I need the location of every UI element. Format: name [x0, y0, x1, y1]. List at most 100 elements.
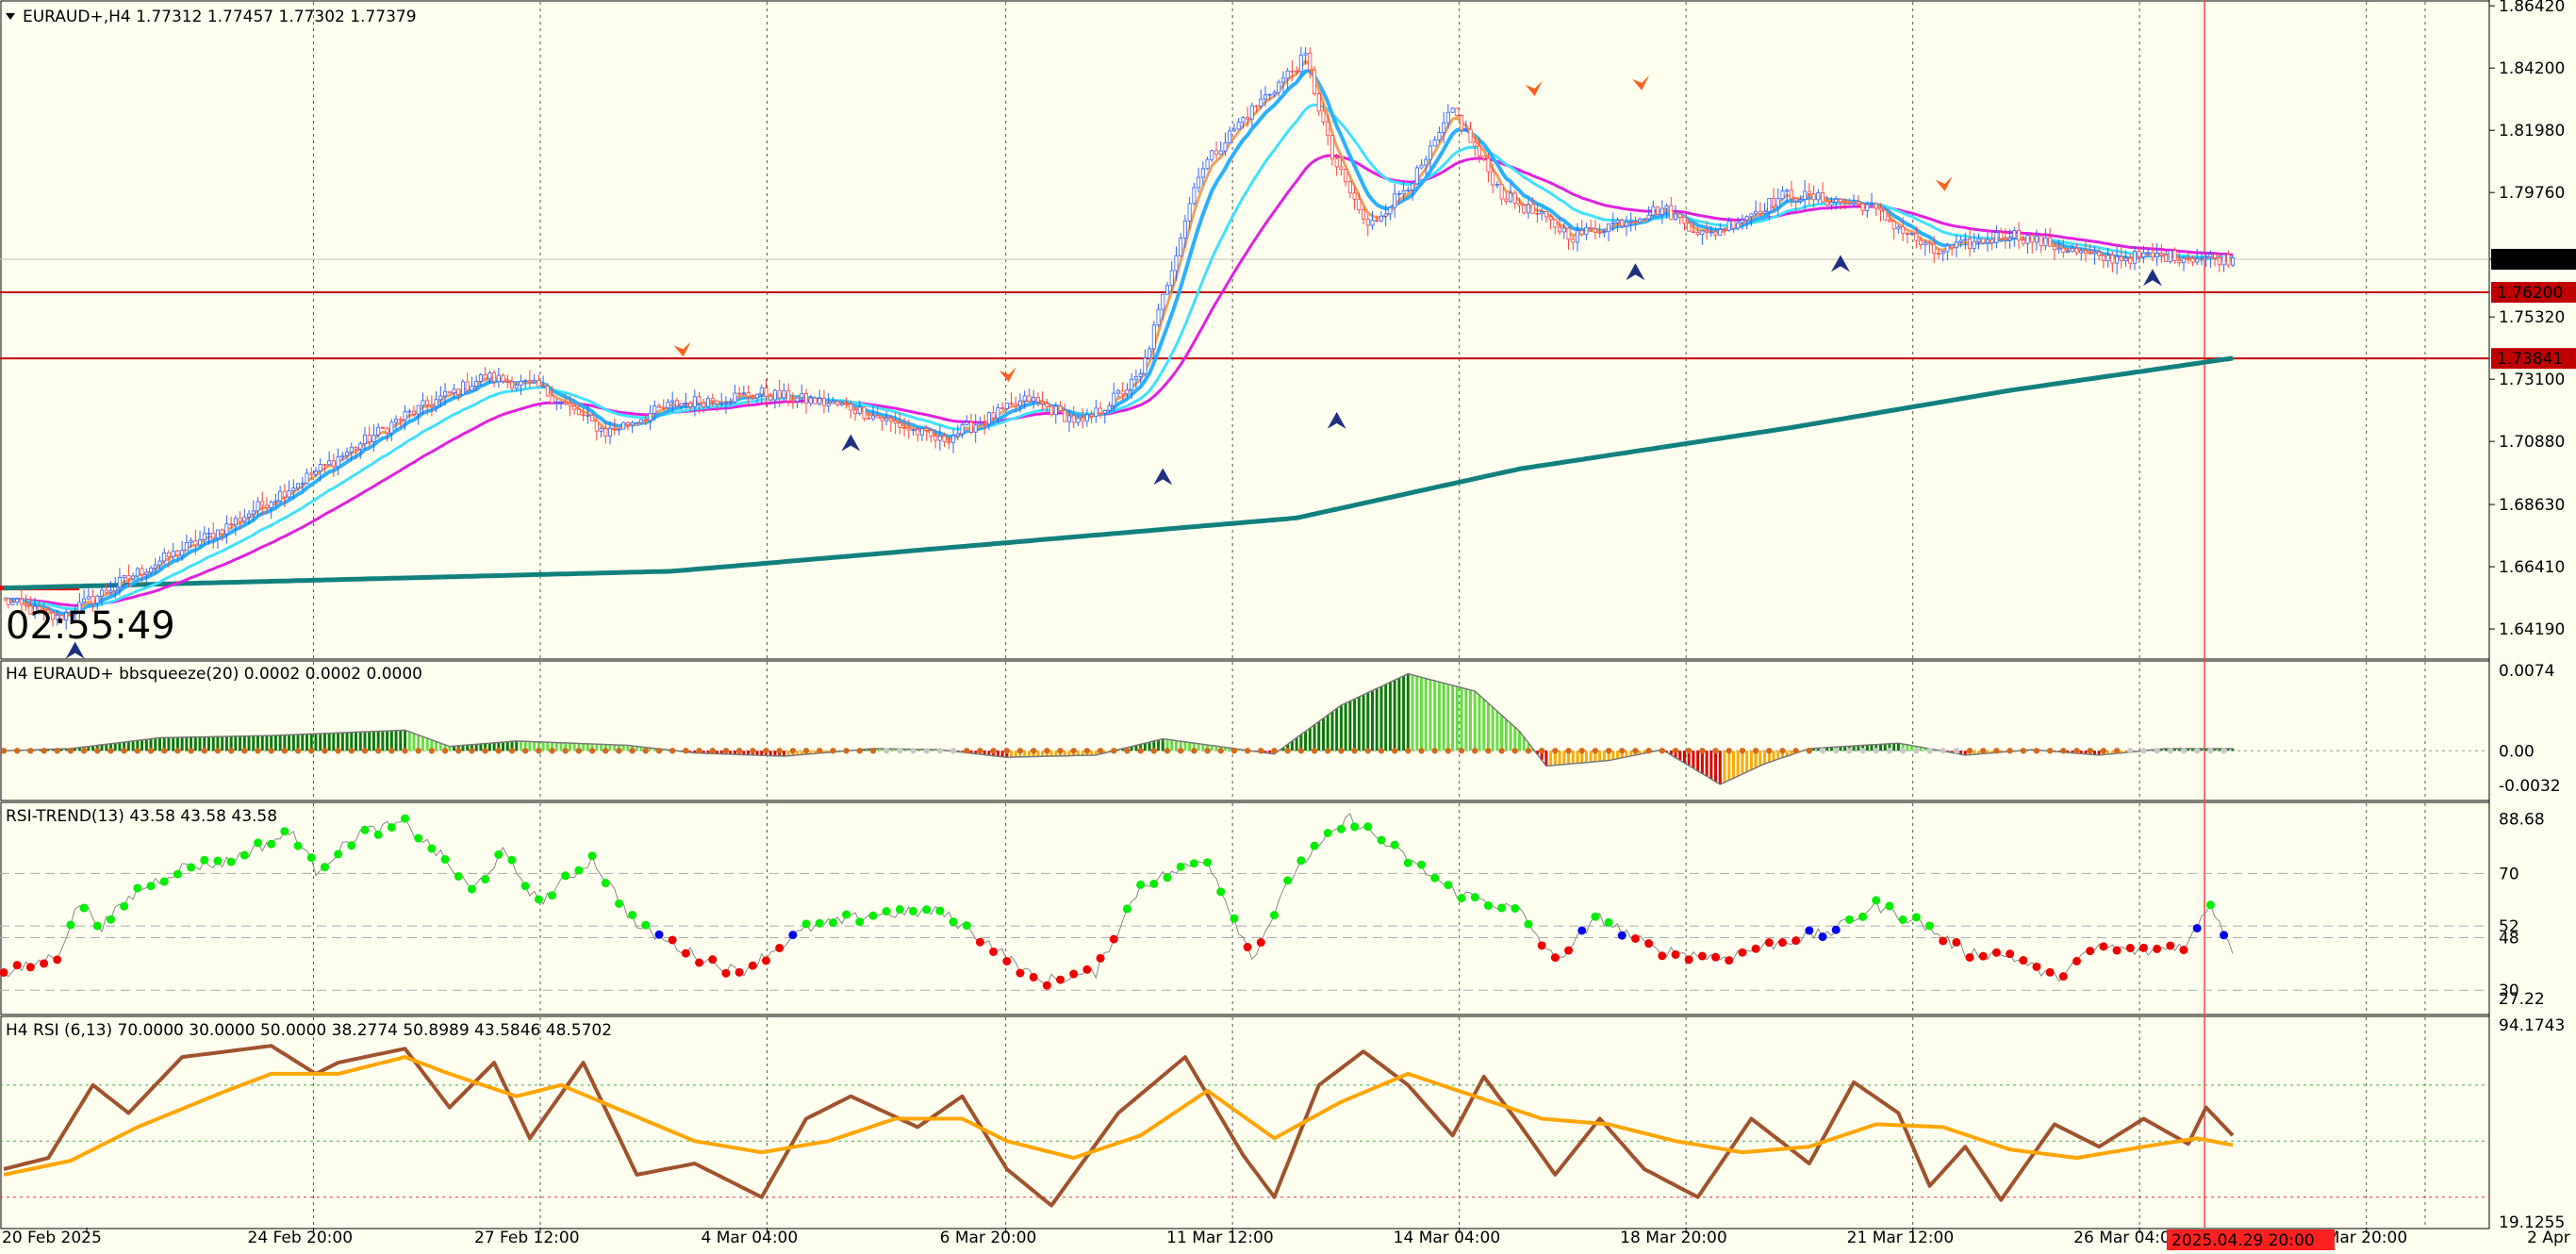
rsi-trend-dot: [828, 918, 837, 928]
candle-body: [670, 400, 675, 403]
squeeze-dot: [789, 748, 797, 754]
squeeze-dot: [1016, 748, 1024, 754]
squeeze-dot: [1097, 748, 1104, 754]
candle-body: [1071, 415, 1076, 423]
squeeze-dot: [817, 748, 823, 754]
squeeze-dot: [455, 748, 462, 754]
rsi-trend-dot: [12, 961, 22, 970]
rsi-trend-dot: [1056, 975, 1065, 984]
rsi-trend-dot: [708, 955, 718, 965]
rsi-trend-dot: [1176, 862, 1185, 871]
candle-body: [296, 483, 301, 489]
candle-body: [991, 412, 996, 419]
candle-body: [157, 560, 162, 566]
time-label: 18 Mar 20:00: [1620, 1229, 1727, 1247]
rsi-trend-dot: [1952, 937, 1961, 947]
candle-body: [808, 397, 813, 404]
candle-body: [527, 380, 532, 383]
candle-body: [1883, 209, 1888, 221]
rsi-trend-dot: [1470, 893, 1479, 902]
rsi-trend-dot: [173, 869, 182, 879]
candle-body: [1829, 202, 1834, 206]
squeeze-dot: [856, 748, 863, 754]
candle-body: [1940, 251, 1945, 255]
rsi-trend-dot: [494, 850, 504, 859]
squeeze-dot: [603, 748, 609, 754]
rsi-trend-dot: [1991, 948, 2001, 957]
chart-menu-icon[interactable]: [6, 13, 15, 20]
squeeze-dot: [869, 748, 877, 754]
candle-body: [1593, 228, 1597, 233]
squeeze-dot: [402, 748, 408, 754]
candle-body: [1303, 52, 1308, 56]
rsi-pane[interactable]: 94.1743 19.1255: [0, 1016, 2565, 1232]
candle-body: [2128, 257, 2133, 264]
candle-body: [68, 612, 73, 616]
squeeze-dot: [2073, 748, 2080, 754]
squeeze-dot: [41, 748, 47, 754]
squeeze-dot: [281, 748, 289, 754]
candle-body: [737, 392, 742, 395]
rsi-trend-dot: [681, 949, 690, 958]
candle-body: [947, 441, 951, 443]
rsi-trend-dot: [922, 905, 932, 915]
candle-body: [1687, 223, 1692, 232]
candle-body: [233, 518, 238, 526]
candle-body: [1691, 230, 1695, 233]
rsi-trend-dot: [1511, 903, 1520, 913]
candle-body: [1793, 198, 1798, 202]
rsi-trend-tick-label: 52: [2499, 917, 2519, 936]
squeeze-dot: [964, 748, 970, 754]
price-tick-label: 1.73100: [2499, 371, 2565, 389]
squeeze-dot: [227, 748, 235, 754]
candle-body: [968, 421, 973, 433]
candle-body: [986, 412, 991, 425]
candle-body: [59, 615, 64, 621]
candle-body: [755, 393, 760, 399]
rsi-trend-dot: [695, 958, 704, 967]
candle-body: [652, 405, 657, 414]
rsi-trend-dot: [654, 930, 664, 939]
bid-label-bg: [2491, 248, 2576, 270]
bid-label: 1.77379: [2497, 251, 2563, 270]
candle-body: [220, 529, 224, 535]
rsi-trend-dot: [1644, 939, 1654, 949]
candle-body: [1089, 414, 1094, 418]
candle-body: [91, 596, 95, 604]
rsi-trend-dot: [935, 906, 945, 916]
squeeze-dot: [977, 748, 983, 754]
squeeze-dot: [1284, 748, 1291, 754]
candle-body: [77, 602, 82, 613]
price-pane[interactable]: 1.86420 1.84200 1.81980 1.79760 1.75320 1.731…: [0, 0, 2576, 659]
squeeze-dot: [2020, 748, 2026, 754]
candle-body: [1775, 198, 1780, 207]
candle-body: [452, 388, 456, 394]
rsi-trend-dot: [775, 943, 784, 952]
squeeze-dot: [521, 748, 529, 754]
squeeze-dot: [80, 748, 88, 754]
candle-body: [532, 380, 537, 383]
rsi-trend-dot: [2019, 956, 2028, 965]
candle-body: [2168, 250, 2172, 262]
squeeze-dot: [2193, 748, 2201, 754]
rsi-trend-dot: [1336, 824, 1346, 833]
candle-body: [1218, 150, 1223, 156]
rsi-trend-dot: [1684, 955, 1693, 965]
rsi-trend-dot: [1831, 925, 1841, 934]
candle-body: [1919, 239, 1924, 245]
candle-body: [1473, 141, 1478, 147]
candle-body: [1396, 192, 1401, 195]
bbsqueeze-pane[interactable]: 0.0074 0.00 -0.0032: [0, 662, 2561, 796]
rsi-trend-dot: [481, 875, 490, 884]
candle-body: [82, 598, 87, 603]
candle-body: [242, 516, 247, 522]
candle-body: [1419, 164, 1424, 169]
candle-body: [1437, 132, 1442, 140]
rsi-trend-dot: [1457, 894, 1466, 903]
candle-body: [612, 427, 617, 430]
squeeze-dot: [1458, 748, 1465, 754]
squeeze-dot: [897, 748, 903, 754]
candle-body: [813, 397, 817, 404]
